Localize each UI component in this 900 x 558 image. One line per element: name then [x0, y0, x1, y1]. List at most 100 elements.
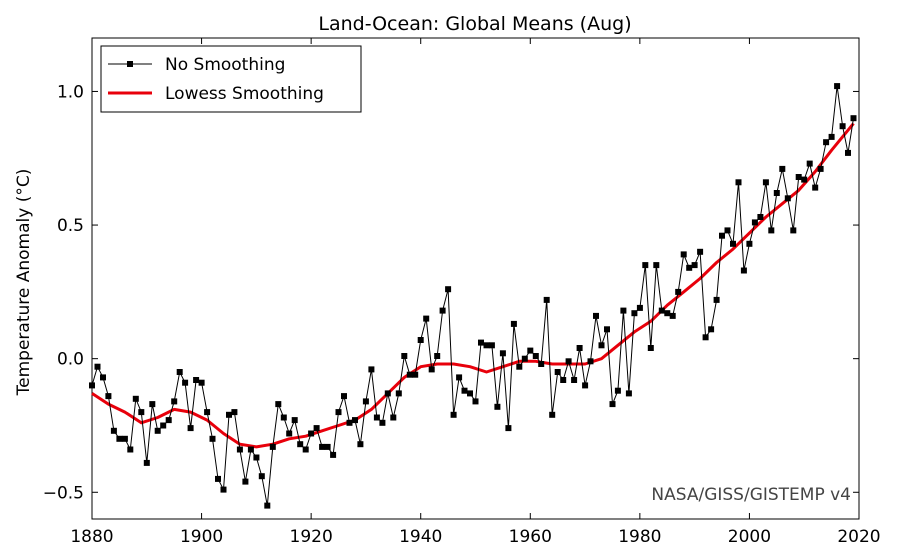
point-1993 — [708, 326, 715, 333]
point-1928 — [352, 417, 358, 424]
point-1992 — [702, 334, 709, 341]
point-1922 — [319, 443, 326, 450]
point-1916 — [286, 430, 293, 437]
point-1969 — [576, 345, 583, 351]
point-1952 — [483, 342, 490, 349]
point-1940 — [417, 337, 424, 343]
point-1945 — [445, 286, 452, 293]
point-1914 — [275, 401, 282, 408]
point-1904 — [220, 486, 227, 493]
point-1890 — [143, 459, 150, 466]
legend-box — [100, 45, 362, 113]
point-1982 — [647, 345, 654, 351]
point-1898 — [187, 425, 194, 432]
point-2015 — [828, 133, 835, 140]
point-1964 — [549, 411, 556, 418]
point-1909 — [247, 446, 254, 453]
point-1897 — [182, 379, 189, 386]
point-1935 — [390, 414, 397, 421]
point-1962 — [538, 361, 545, 367]
point-1991 — [697, 248, 704, 255]
chart-title: Land-Ocean: Global Means (Aug) — [318, 13, 631, 35]
point-1950 — [472, 398, 479, 405]
point-1961 — [532, 353, 539, 359]
point-1908 — [242, 478, 249, 485]
point-1973 — [598, 342, 605, 349]
point-2014 — [823, 139, 830, 146]
point-1976 — [614, 387, 621, 394]
point-2005 — [773, 190, 780, 196]
point-1915 — [280, 414, 287, 421]
point-1957 — [510, 320, 517, 327]
point-2006 — [779, 165, 786, 172]
x-tick-label-1900: 1900 — [180, 527, 223, 547]
point-1884 — [110, 427, 117, 434]
series-no-smoothing — [89, 83, 857, 509]
point-1882 — [100, 374, 106, 381]
point-1997 — [730, 240, 736, 247]
point-1901 — [204, 409, 211, 416]
y-tick-label-2: 0.5 — [57, 216, 84, 236]
point-1933 — [379, 419, 386, 426]
point-1943 — [434, 353, 441, 359]
point-1923 — [324, 443, 331, 450]
point-2018 — [845, 149, 851, 156]
point-1900 — [198, 379, 205, 386]
point-1934 — [384, 390, 391, 397]
point-1891 — [149, 401, 156, 408]
lowess-smoothing-line — [91, 122, 855, 449]
point-2012 — [812, 184, 819, 191]
point-1971 — [587, 358, 594, 365]
point-2007 — [784, 195, 791, 202]
point-2010 — [801, 176, 808, 183]
point-1921 — [313, 425, 320, 432]
point-1905 — [226, 411, 232, 418]
point-1994 — [713, 296, 720, 303]
point-1987 — [675, 288, 682, 295]
point-1910 — [253, 454, 260, 461]
point-1980 — [636, 304, 643, 311]
point-1995 — [719, 232, 725, 239]
point-1886 — [121, 435, 128, 442]
point-1958 — [516, 363, 523, 370]
x-tick-label-1920: 1920 — [290, 527, 333, 547]
point-1999 — [740, 267, 747, 274]
x-tick-label-1880: 1880 — [70, 527, 113, 547]
point-1936 — [395, 390, 402, 397]
point-1887 — [127, 446, 134, 453]
point-1924 — [330, 451, 337, 458]
point-1889 — [138, 409, 145, 416]
point-1912 — [264, 502, 271, 509]
point-2008 — [790, 227, 797, 234]
point-1989 — [686, 264, 693, 271]
point-2001 — [751, 219, 758, 226]
point-1892 — [154, 427, 161, 434]
point-2000 — [746, 240, 753, 247]
point-1953 — [488, 342, 495, 349]
y-tick-label-3: 1.0 — [57, 82, 84, 102]
point-1893 — [160, 422, 167, 429]
point-1970 — [582, 382, 589, 389]
point-1939 — [412, 371, 419, 378]
point-2013 — [817, 165, 824, 172]
point-1903 — [215, 475, 221, 482]
point-1920 — [308, 430, 315, 437]
credit-annotation: NASA/GISS/GISTEMP v4 — [651, 485, 851, 505]
point-1963 — [543, 296, 550, 303]
point-2011 — [806, 160, 813, 167]
point-1883 — [105, 393, 112, 400]
point-1966 — [560, 377, 567, 383]
point-1938 — [406, 371, 413, 378]
point-1930 — [362, 398, 369, 405]
no-smoothing-line — [91, 86, 854, 506]
point-1986 — [669, 312, 676, 319]
point-1954 — [494, 403, 501, 410]
point-1996 — [724, 227, 731, 234]
point-1944 — [439, 307, 446, 314]
point-1979 — [631, 310, 638, 317]
point-1899 — [193, 377, 200, 383]
point-1927 — [346, 419, 353, 426]
x-tick-label-2020: 2020 — [837, 527, 880, 547]
point-2017 — [839, 123, 846, 130]
point-1888 — [132, 395, 139, 402]
